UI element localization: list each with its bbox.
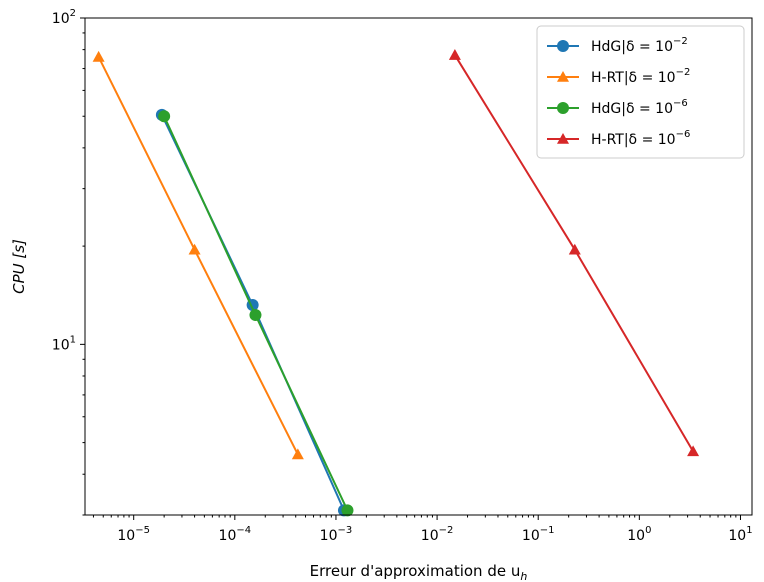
- legend-circle-marker: [557, 40, 569, 52]
- legend: HdG|δ = 10−2 H-RT|δ = 10−2 HdG|δ = 10−6 H-R…: [536, 25, 745, 159]
- series-2: [92, 50, 304, 460]
- data-point: [188, 243, 201, 255]
- data-point: [341, 504, 354, 517]
- x-tick-label: 10−2: [421, 525, 454, 544]
- x-tick-label: 10−1: [522, 525, 555, 544]
- y-tick-label: 101: [52, 334, 76, 353]
- legend-item: H-RT|δ = 10−2: [547, 67, 690, 86]
- legend-item: H-RT|δ = 10−6: [547, 129, 690, 148]
- legend-label: HdG|δ = 10−6: [591, 98, 688, 117]
- legend-item: HdG|δ = 10−6: [547, 98, 688, 117]
- y-axis: 101 102: [52, 8, 85, 516]
- legend-label: HdG|δ = 10−2: [591, 36, 688, 55]
- x-tick-label: 10−4: [219, 525, 252, 544]
- legend-item: HdG|δ = 10−2: [547, 36, 688, 55]
- data-point: [92, 50, 105, 62]
- x-tick-label: 100: [627, 525, 651, 544]
- series-3: [158, 110, 354, 517]
- data-point: [687, 445, 700, 457]
- legend-triangle-marker: [557, 133, 569, 144]
- series-line: [97, 56, 299, 455]
- data-point: [568, 243, 581, 255]
- legend-circle-marker: [557, 102, 569, 114]
- y-axis-label: CPU [s]: [10, 239, 28, 294]
- legend-label: H-RT|δ = 10−2: [591, 67, 690, 86]
- legend-box: [536, 25, 745, 159]
- x-tick-label: 10−5: [117, 525, 150, 544]
- x-axis-label: Erreur d'approximation de uh: [310, 562, 528, 582]
- legend-triangle-marker: [557, 71, 569, 82]
- series-4: [448, 49, 700, 457]
- plot-area: [92, 49, 700, 517]
- data-point: [249, 309, 262, 322]
- data-point: [291, 448, 304, 460]
- axes-frame: [84, 17, 753, 516]
- x-tick-label: 10−3: [320, 525, 353, 544]
- data-point: [158, 110, 171, 123]
- data-point: [448, 49, 461, 60]
- y-tick-label: 102: [52, 8, 76, 27]
- x-axis: 10−5 10−4 10−3 10−2 10−1 100 101: [92, 515, 753, 544]
- x-tick-label: 101: [728, 525, 752, 544]
- legend-label: H-RT|δ = 10−6: [591, 129, 690, 148]
